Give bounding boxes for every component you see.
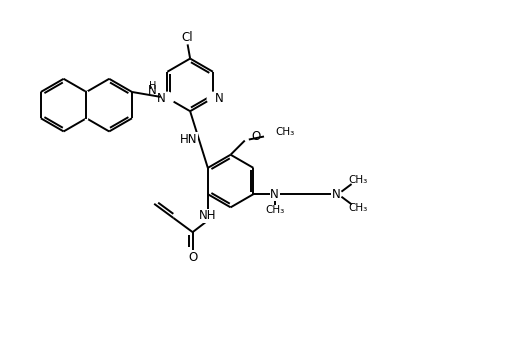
Text: CH₃: CH₃ <box>275 127 295 137</box>
Text: N: N <box>148 85 157 97</box>
Text: H: H <box>149 81 156 91</box>
Text: N: N <box>270 188 279 201</box>
Text: N: N <box>157 91 165 105</box>
Text: Cl: Cl <box>182 31 193 44</box>
Text: N: N <box>215 91 224 105</box>
Text: O: O <box>251 130 260 143</box>
Text: HN: HN <box>180 133 198 146</box>
Text: NH: NH <box>199 210 217 222</box>
Text: CH₃: CH₃ <box>348 175 367 185</box>
Text: O: O <box>188 251 197 264</box>
Text: CH₃: CH₃ <box>348 203 367 213</box>
Text: N: N <box>332 188 341 201</box>
Text: CH₃: CH₃ <box>265 205 284 215</box>
